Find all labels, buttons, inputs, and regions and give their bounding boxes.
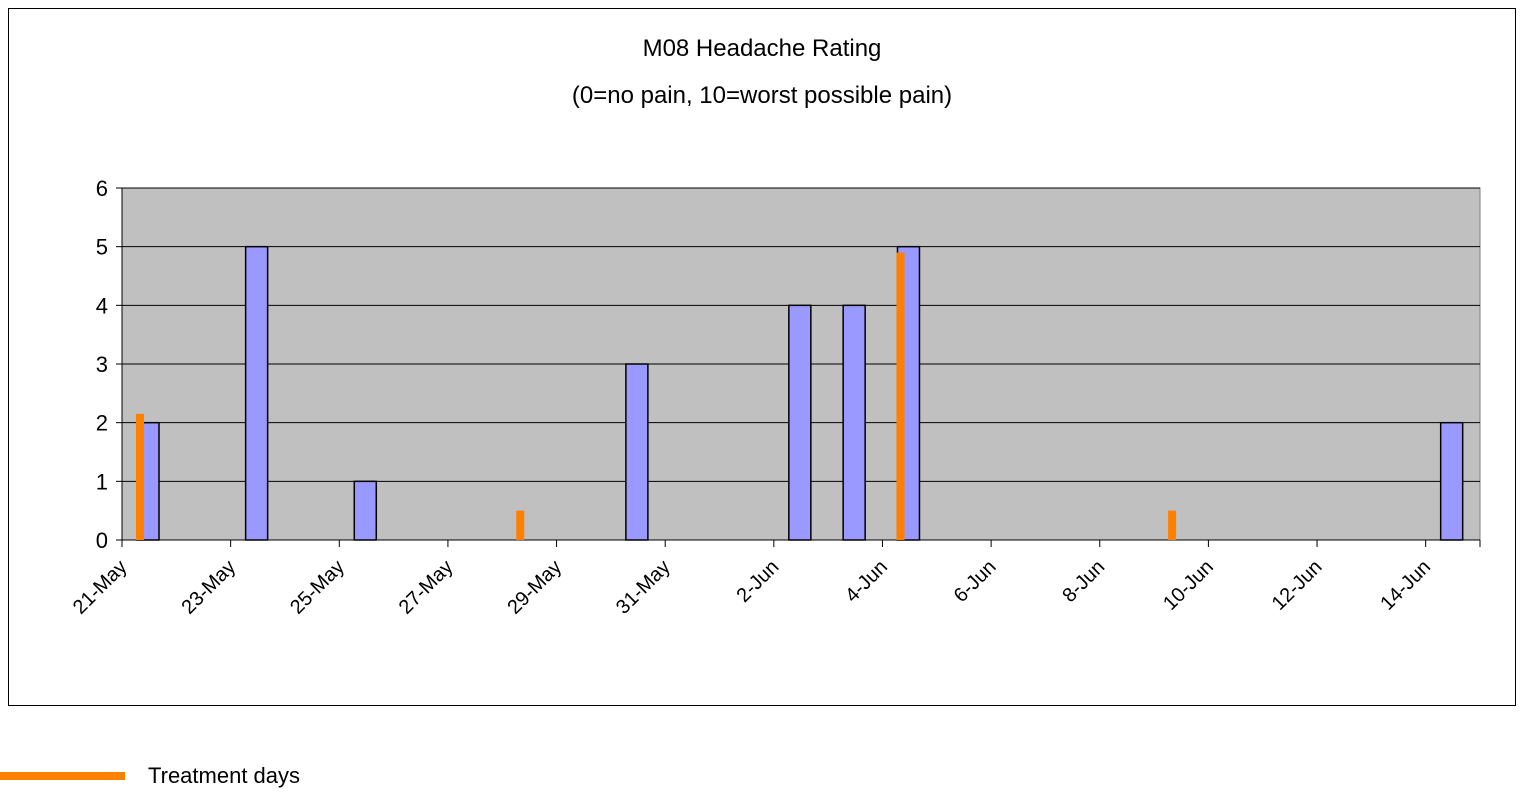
bar <box>1168 510 1177 540</box>
y-tick-label: 5 <box>96 235 108 260</box>
y-tick-label: 6 <box>96 176 108 201</box>
y-tick-label: 3 <box>96 352 108 377</box>
y-tick-label: 0 <box>96 528 108 553</box>
bar <box>625 363 649 541</box>
legend-label: Treatment days <box>148 763 300 788</box>
bar <box>353 480 378 541</box>
bar <box>896 252 905 541</box>
chart-title: M08 Headache Rating <box>643 35 882 62</box>
bar <box>516 510 525 540</box>
bar <box>1439 421 1464 541</box>
y-tick-label: 4 <box>96 293 108 318</box>
bar <box>136 413 144 540</box>
bar <box>788 304 812 541</box>
bar <box>842 304 866 541</box>
bar <box>244 245 269 541</box>
chart-subtitle: (0=no pain, 10=worst possible pain) <box>572 82 952 109</box>
y-tick-label: 2 <box>96 411 108 436</box>
y-tick-label: 1 <box>96 469 108 494</box>
